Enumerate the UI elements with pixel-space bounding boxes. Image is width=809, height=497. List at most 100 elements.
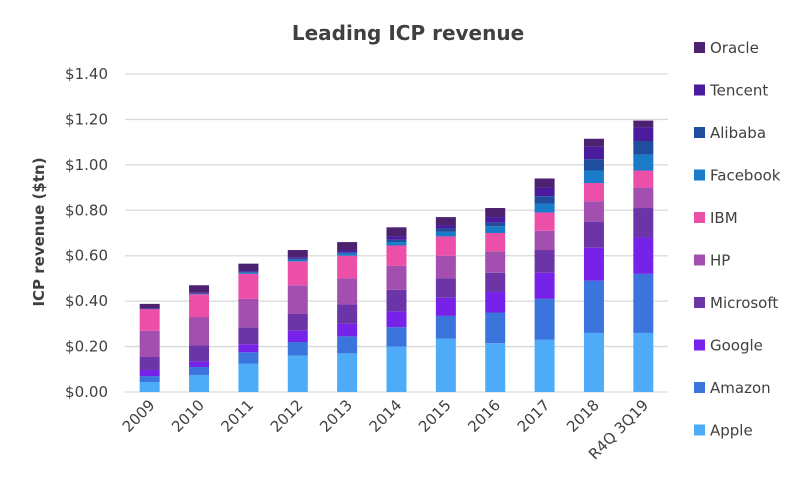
x-tick-label: 2011 bbox=[218, 396, 258, 436]
bar-segment-tencent bbox=[386, 236, 407, 240]
legend-label: Tencent bbox=[709, 82, 768, 100]
legend-swatch bbox=[694, 339, 705, 351]
bar-stack bbox=[287, 250, 308, 392]
bar-segment-facebook bbox=[583, 170, 604, 184]
bar-segment-hp bbox=[633, 187, 654, 209]
bar-segment-microsoft bbox=[287, 313, 308, 331]
legend-item-oracle: Oracle bbox=[694, 39, 759, 57]
x-tick-label: 2012 bbox=[267, 396, 307, 436]
bar-segment-microsoft bbox=[189, 345, 210, 362]
y-tick-label: $0.20 bbox=[65, 338, 108, 356]
bar-segment-facebook bbox=[238, 272, 259, 274]
bar-segment-ibm bbox=[139, 308, 160, 331]
bar-segment-tencent bbox=[337, 250, 358, 253]
legend-label: Facebook bbox=[710, 167, 781, 185]
chart-title: Leading ICP revenue bbox=[292, 21, 524, 45]
y-tick-labels: $0.00 $0.20 $0.40 $0.60 $0.80 $1.00 $1.20 $1.40 bbox=[65, 65, 108, 401]
bar-segment-microsoft bbox=[435, 278, 456, 298]
y-tick-label: $0.60 bbox=[65, 247, 108, 265]
bar-segment-hp bbox=[485, 251, 506, 273]
bar-segment-oracle bbox=[189, 285, 210, 293]
bar-segment-alibaba bbox=[337, 252, 358, 254]
bar-segment-facebook bbox=[435, 231, 456, 237]
bar-stack bbox=[238, 263, 259, 392]
bar-segment-ibm bbox=[435, 236, 456, 256]
legend-item-ibm: IBM bbox=[694, 209, 738, 227]
bar-segment-ibm bbox=[633, 170, 654, 188]
legend-swatch bbox=[694, 127, 705, 138]
bar-segment-apple bbox=[189, 374, 210, 392]
legend-item-hp: HP bbox=[694, 252, 730, 270]
bar-segment-tencent bbox=[435, 225, 456, 229]
x-tick-label: 2014 bbox=[366, 396, 406, 436]
bar-segment-microsoft bbox=[583, 221, 604, 248]
legend-swatch bbox=[694, 297, 705, 308]
x-tick-label: 2013 bbox=[316, 396, 356, 436]
bar-segment-microsoft bbox=[633, 208, 654, 238]
bar-segment-google bbox=[238, 344, 259, 353]
bar-segment-amazon bbox=[337, 336, 358, 354]
bar-segment-apple bbox=[583, 332, 604, 392]
bar-segment-tencent bbox=[583, 146, 604, 160]
bar-segment-amazon bbox=[386, 327, 407, 347]
legend-item-tencent: Tencent bbox=[694, 82, 768, 100]
bar-segment-apple bbox=[534, 339, 555, 392]
bars bbox=[139, 120, 654, 392]
bar-segment-alibaba bbox=[534, 196, 555, 204]
bar-segment-alibaba bbox=[583, 159, 604, 171]
legend-item-microsoft: Microsoft bbox=[694, 294, 778, 312]
bar-segment-oracle bbox=[485, 208, 506, 218]
bar-stack bbox=[485, 208, 506, 392]
bar-stack bbox=[534, 178, 555, 392]
bar-segment-amazon bbox=[189, 367, 210, 375]
bar-stack bbox=[337, 242, 358, 392]
bar-segment-alibaba bbox=[189, 293, 210, 294]
bar-segment-apple bbox=[287, 355, 308, 392]
bar-segment-google bbox=[386, 311, 407, 328]
bar-segment-oracle bbox=[287, 250, 308, 258]
bar-segment-hp bbox=[435, 255, 456, 279]
bar-segment-ibm bbox=[386, 245, 407, 266]
legend-label: Alibaba bbox=[710, 124, 766, 142]
bar-segment-ibm bbox=[534, 212, 555, 231]
legend-swatch bbox=[694, 382, 705, 393]
bar-segment-facebook bbox=[189, 293, 210, 295]
legend-swatch bbox=[694, 424, 705, 436]
legend-item-apple: Apple bbox=[694, 422, 753, 440]
legend-item-amazon: Amazon bbox=[694, 379, 771, 397]
bar-segment-oracle bbox=[633, 120, 654, 128]
bar-segment-apple bbox=[337, 353, 358, 392]
bar-segment-apple bbox=[139, 382, 160, 392]
legend-swatch bbox=[694, 84, 705, 96]
bar-segment-oracle bbox=[139, 303, 160, 309]
x-tick-label: 2017 bbox=[514, 396, 554, 436]
legend-label: Microsoft bbox=[710, 294, 778, 312]
bar-segment-google bbox=[139, 369, 160, 377]
bar-segment-amazon bbox=[534, 298, 555, 340]
y-tick-label: $0.00 bbox=[65, 383, 108, 401]
bar-segment-google bbox=[189, 361, 210, 368]
legend-label: Google bbox=[710, 337, 763, 355]
bar-segment-alibaba bbox=[485, 222, 506, 227]
bar-segment-oracle bbox=[583, 138, 604, 147]
bar-segment-amazon bbox=[287, 342, 308, 356]
bar-segment-alibaba bbox=[386, 239, 407, 243]
bar-stack bbox=[189, 285, 210, 392]
y-tick-label: $1.00 bbox=[65, 156, 108, 174]
bar-stack bbox=[435, 217, 456, 392]
bar-segment-tencent bbox=[534, 187, 555, 197]
bar-segment-tencent bbox=[633, 127, 654, 142]
bar-segment-microsoft bbox=[485, 272, 506, 293]
bar-segment-facebook bbox=[534, 203, 555, 213]
legend-label: Amazon bbox=[710, 379, 771, 397]
bar-segment-amazon bbox=[238, 352, 259, 364]
bar-segment-facebook bbox=[337, 253, 358, 256]
y-tick-label: $1.40 bbox=[65, 65, 108, 83]
bar-segment-oracle bbox=[386, 227, 407, 237]
legend-swatch bbox=[694, 42, 705, 53]
bar-segment-microsoft bbox=[337, 304, 358, 324]
bar-segment-amazon bbox=[139, 376, 160, 383]
bar-segment-facebook bbox=[287, 259, 308, 262]
x-tick-label: 2009 bbox=[119, 396, 159, 436]
